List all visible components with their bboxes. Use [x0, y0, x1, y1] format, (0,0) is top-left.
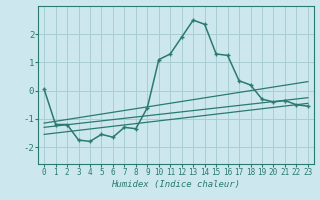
X-axis label: Humidex (Indice chaleur): Humidex (Indice chaleur): [111, 180, 241, 189]
